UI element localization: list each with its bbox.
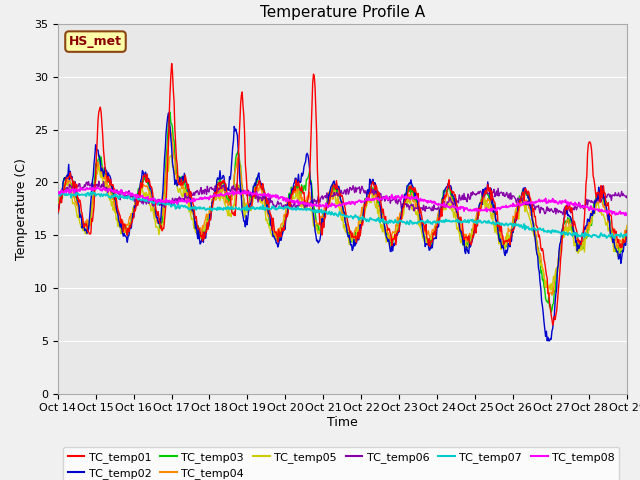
TC_temp01 xyxy=(123,229,131,235)
TC_temp07 xyxy=(87,189,95,195)
TC_temp04 xyxy=(545,293,552,299)
TC_temp07 xyxy=(611,235,618,241)
TC_temp05 xyxy=(64,180,72,186)
TC_temp01 xyxy=(549,322,557,328)
TC_temp05 xyxy=(623,223,631,229)
TC_temp07 xyxy=(181,203,189,208)
TC_temp04 xyxy=(429,228,437,233)
TC_temp05 xyxy=(413,212,420,218)
TC_temp04 xyxy=(413,200,420,206)
TC_temp06 xyxy=(413,205,420,211)
TC_temp08 xyxy=(124,189,131,195)
TC_temp03 xyxy=(623,229,631,235)
TC_temp07 xyxy=(413,220,420,226)
TC_temp07 xyxy=(64,192,72,198)
TC_temp01 xyxy=(623,231,631,237)
TC_temp07 xyxy=(54,192,61,197)
TC_temp01 xyxy=(413,191,420,196)
TC_temp04 xyxy=(54,205,61,211)
TC_temp01 xyxy=(64,176,72,181)
TC_temp02 xyxy=(623,228,631,233)
TC_temp02 xyxy=(543,338,551,344)
TC_temp05 xyxy=(429,230,437,236)
TC_temp02 xyxy=(211,188,219,193)
TC_temp08 xyxy=(211,192,219,198)
TC_temp06 xyxy=(124,194,131,200)
TC_temp06 xyxy=(54,189,61,195)
Line: TC_temp01: TC_temp01 xyxy=(58,63,627,325)
TC_temp08 xyxy=(623,213,631,218)
TC_temp04 xyxy=(166,123,174,129)
Legend: TC_temp01, TC_temp02, TC_temp03, TC_temp04, TC_temp05, TC_temp06, TC_temp07, TC_: TC_temp01, TC_temp02, TC_temp03, TC_temp… xyxy=(63,447,620,480)
TC_temp01 xyxy=(181,172,189,178)
TC_temp05 xyxy=(54,208,61,214)
TC_temp07 xyxy=(211,206,219,212)
TC_temp03 xyxy=(413,198,420,204)
TC_temp03 xyxy=(181,182,189,188)
TC_temp02 xyxy=(413,196,420,202)
TC_temp02 xyxy=(164,110,172,116)
TC_temp07 xyxy=(623,233,631,239)
TC_temp03 xyxy=(123,225,131,230)
TC_temp02 xyxy=(181,179,189,185)
TC_temp05 xyxy=(211,197,219,203)
TC_temp08 xyxy=(64,187,72,192)
TC_temp01 xyxy=(54,208,61,214)
TC_temp03 xyxy=(54,205,61,211)
TC_temp06 xyxy=(623,192,631,198)
Text: HS_met: HS_met xyxy=(69,35,122,48)
TC_temp04 xyxy=(623,222,631,228)
TC_temp02 xyxy=(54,211,61,217)
TC_temp08 xyxy=(413,193,420,199)
TC_temp01 xyxy=(429,230,437,236)
TC_temp08 xyxy=(429,199,437,204)
TC_temp06 xyxy=(95,179,102,184)
Line: TC_temp07: TC_temp07 xyxy=(58,192,627,238)
TC_temp07 xyxy=(429,219,437,225)
TC_temp03 xyxy=(64,173,72,179)
TC_temp03 xyxy=(547,309,555,315)
TC_temp03 xyxy=(211,191,219,197)
TC_temp06 xyxy=(429,208,437,214)
TC_temp02 xyxy=(123,235,131,240)
Line: TC_temp03: TC_temp03 xyxy=(58,112,627,312)
TC_temp08 xyxy=(93,184,100,190)
TC_temp04 xyxy=(181,188,189,193)
TC_temp05 xyxy=(181,187,189,192)
TC_temp03 xyxy=(429,229,437,235)
Y-axis label: Temperature (C): Temperature (C) xyxy=(15,158,28,260)
Line: TC_temp08: TC_temp08 xyxy=(58,187,627,216)
TC_temp02 xyxy=(429,237,437,242)
Title: Temperature Profile A: Temperature Profile A xyxy=(260,5,425,20)
TC_temp01 xyxy=(211,189,219,195)
TC_temp05 xyxy=(123,228,131,234)
TC_temp08 xyxy=(54,191,61,197)
TC_temp08 xyxy=(181,199,189,204)
TC_temp03 xyxy=(166,109,174,115)
TC_temp05 xyxy=(168,152,175,158)
Line: TC_temp05: TC_temp05 xyxy=(58,155,627,290)
TC_temp04 xyxy=(123,222,131,228)
X-axis label: Time: Time xyxy=(327,416,358,429)
TC_temp04 xyxy=(211,195,219,201)
TC_temp04 xyxy=(64,183,72,189)
TC_temp06 xyxy=(64,188,72,194)
Line: TC_temp02: TC_temp02 xyxy=(58,113,627,341)
TC_temp06 xyxy=(211,183,219,189)
Line: TC_temp06: TC_temp06 xyxy=(58,181,627,215)
TC_temp06 xyxy=(181,191,189,196)
TC_temp01 xyxy=(168,60,175,66)
TC_temp02 xyxy=(64,173,72,179)
TC_temp06 xyxy=(559,212,567,217)
Line: TC_temp04: TC_temp04 xyxy=(58,126,627,296)
TC_temp07 xyxy=(124,196,131,202)
TC_temp05 xyxy=(547,287,554,293)
